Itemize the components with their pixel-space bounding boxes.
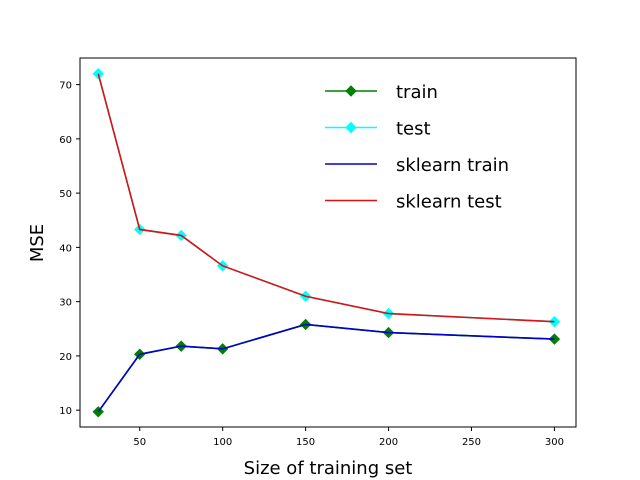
legend-label-sklearn-test: sklearn test xyxy=(396,192,502,213)
series-line-sklearn-train xyxy=(97,323,555,413)
series-layer xyxy=(92,68,561,418)
plot-area xyxy=(79,57,577,428)
y-axis-title: MSE xyxy=(27,224,48,262)
y-tick-label: 20 xyxy=(59,352,72,363)
y-tick-label: 50 xyxy=(59,189,72,200)
legend-marker-test xyxy=(345,121,357,134)
legend: train test sklearn train sklearn test xyxy=(325,82,509,213)
x-tick-label: 150 xyxy=(296,437,315,448)
x-tick-label: 200 xyxy=(379,437,398,448)
y-tick-label: 70 xyxy=(59,81,72,92)
series-line-sklearn-test xyxy=(97,73,555,323)
x-tick-label: 50 xyxy=(133,437,146,448)
legend-label-sklearn-train: sklearn train xyxy=(396,155,509,176)
legend-label-train: train xyxy=(396,82,438,103)
series-sklearn-train xyxy=(97,323,555,413)
series-sklearn-test xyxy=(97,73,555,323)
y-tick-label: 30 xyxy=(59,298,72,309)
y-tick-label: 60 xyxy=(59,135,72,146)
y-axis: 10 20 30 40 50 60 70 xyxy=(59,81,80,417)
legend-label-test: test xyxy=(396,119,431,140)
x-axis: 50 100 150 200 250 300 xyxy=(133,427,564,448)
x-axis-title: Size of training set xyxy=(244,458,413,479)
y-tick-label: 10 xyxy=(59,406,72,417)
y-tick-label: 40 xyxy=(59,243,72,254)
x-tick-label: 250 xyxy=(462,437,481,448)
x-tick-label: 100 xyxy=(213,437,232,448)
legend-marker-train xyxy=(345,85,357,97)
x-tick-label: 300 xyxy=(545,437,564,448)
